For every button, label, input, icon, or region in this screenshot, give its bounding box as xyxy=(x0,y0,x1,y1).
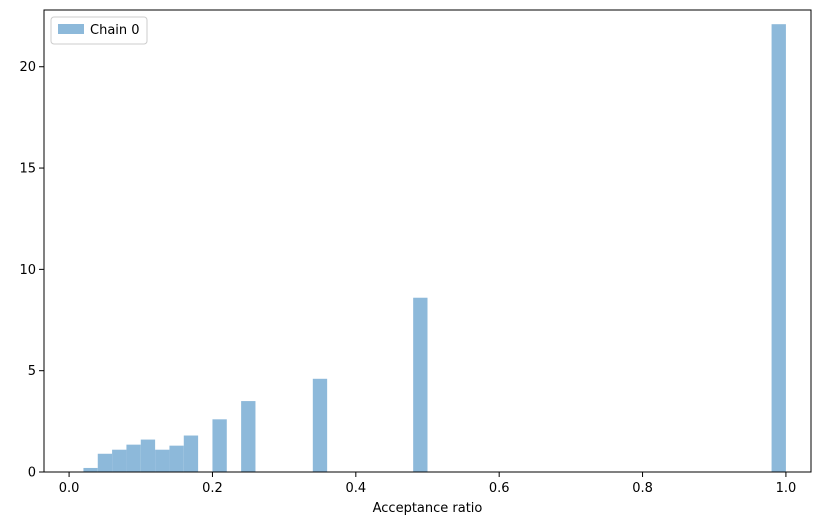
histogram-bar-6 xyxy=(169,445,184,472)
histogram-bar-11 xyxy=(413,297,428,472)
histogram-bar-3 xyxy=(126,444,141,472)
x-axis-label: Acceptance ratio xyxy=(373,501,483,516)
x-tick-label-3: 0.6 xyxy=(489,481,510,496)
x-tick-label-4: 0.8 xyxy=(632,481,653,496)
y-tick-label-0: 0 xyxy=(28,466,36,481)
y-tick-label-1: 5 xyxy=(28,364,36,379)
x-tick-label-0: 0.0 xyxy=(59,481,80,496)
x-tick-label-1: 0.2 xyxy=(202,481,223,496)
x-axis: 0.0 0.2 0.4 0.6 0.8 1.0 xyxy=(59,472,797,496)
histogram-bars xyxy=(83,24,786,473)
histogram-bar-8 xyxy=(212,419,227,472)
y-tick-label-4: 20 xyxy=(19,60,36,75)
histogram-bar-10 xyxy=(312,378,328,472)
y-axis: 0 5 10 15 20 xyxy=(19,60,44,481)
legend-box xyxy=(50,16,148,45)
legend: Chain 0 xyxy=(50,16,148,45)
histogram-bar-5 xyxy=(155,449,170,472)
histogram-bar-9 xyxy=(241,401,256,472)
histogram-bar-0 xyxy=(83,467,98,472)
histogram-bar-1 xyxy=(97,453,113,472)
y-tick-label-2: 10 xyxy=(19,263,36,278)
legend-label-chain-0: Chain 0 xyxy=(90,23,140,38)
x-tick-label-2: 0.4 xyxy=(345,481,366,496)
y-tick-label-3: 15 xyxy=(19,162,36,177)
x-tick-label-5: 1.0 xyxy=(776,481,797,496)
legend-swatch-chain-0 xyxy=(58,24,84,34)
histogram-bar-2 xyxy=(112,449,127,472)
histogram-bar-7 xyxy=(183,435,199,472)
histogram-bar-4 xyxy=(140,439,156,472)
histogram-bar-12 xyxy=(771,24,786,473)
plot-frame xyxy=(43,9,812,473)
